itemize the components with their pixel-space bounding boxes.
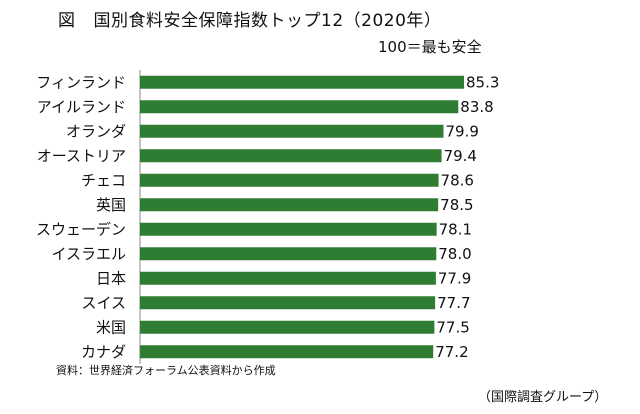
bar: [140, 173, 439, 187]
value-label: 77.5: [436, 318, 469, 336]
category-label: 日本: [96, 269, 126, 287]
bar: [140, 75, 464, 89]
value-label: 77.9: [438, 269, 471, 287]
category-label: アイルランド: [37, 98, 126, 116]
value-label: 85.3: [466, 73, 499, 91]
bar: [140, 320, 435, 334]
category-label: 英国: [96, 196, 126, 214]
bars-group: フィンランド 85.3 アイルランド 83.8 オランダ 79.9 オーストリア 79.4 チェ…: [36, 70, 499, 364]
bar: [140, 222, 437, 236]
figure-label: 図: [58, 11, 76, 31]
scale-note: 100＝最も安全: [378, 38, 482, 56]
bar: [140, 296, 436, 310]
bar: [140, 149, 442, 163]
category-label: 米国: [96, 318, 126, 336]
category-label: チェコ: [81, 171, 126, 189]
bar: [140, 247, 437, 261]
value-label: 78.0: [438, 245, 471, 263]
value-label: 77.2: [435, 343, 468, 361]
category-label: スウェーデン: [36, 220, 126, 238]
bar: [140, 345, 434, 359]
bar: [140, 198, 439, 212]
bar: [140, 124, 444, 138]
category-label: フィンランド: [36, 73, 126, 91]
value-label: 79.9: [445, 122, 478, 140]
value-label: 78.6: [441, 171, 474, 189]
category-label: スイス: [81, 294, 126, 312]
value-label: 77.7: [437, 294, 470, 312]
category-label: カナダ: [81, 343, 126, 361]
value-label: 78.1: [439, 220, 472, 238]
credit-note: （国際調査グループ）: [478, 390, 608, 405]
category-label: イスラエル: [51, 245, 126, 263]
value-label: 83.8: [460, 98, 493, 116]
value-label: 78.5: [440, 196, 473, 214]
bar: [140, 100, 459, 114]
category-label: オランダ: [66, 122, 126, 140]
title-text: 国別食料安全保障指数トップ12（2020年）: [93, 11, 442, 31]
chart-title: 図国別食料安全保障指数トップ12（2020年）: [58, 6, 441, 31]
bar: [140, 271, 436, 285]
value-label: 79.4: [444, 147, 477, 165]
source-note: 資料：世界経済フォーラム公表資料から作成: [56, 364, 276, 377]
category-label: オーストリア: [37, 147, 126, 165]
